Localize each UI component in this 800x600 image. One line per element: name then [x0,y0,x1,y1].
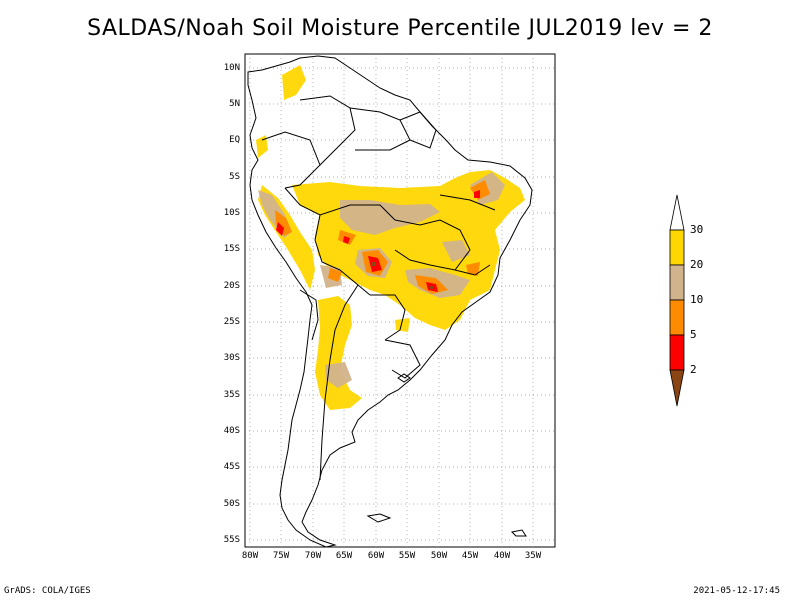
lon-label-70w: 70W [304,551,322,561]
lat-label-55s: 55S [223,535,240,545]
lat-label-50s: 50S [223,499,240,509]
lon-label-80w: 80W [241,551,259,561]
lon-label-60w: 60W [367,551,385,561]
lon-label-40w: 40W [493,551,511,561]
map-title: SALDAS/Noah Soil Moisture Percentile JUL… [87,16,713,41]
legend-label-20: 20 [690,258,704,271]
legend-label-10: 10 [690,293,704,306]
lon-label-65w: 65W [335,551,353,561]
lat-label-45s: 45S [223,462,240,472]
lon-label-55w: 55W [398,551,416,561]
lat-label-15s: 15S [223,244,240,254]
lat-label-25s: 25S [223,317,240,327]
legend-label-5: 5 [690,328,697,341]
lon-label-35w: 35W [524,551,542,561]
lat-label-40s: 40S [223,426,240,436]
footer-timestamp: 2021-05-12-17:45 [693,586,780,596]
lat-label-35s: 35S [223,390,240,400]
lon-label-45w: 45W [461,551,479,561]
lon-label-50w: 50W [430,551,448,561]
lon-label-75w: 75W [272,551,290,561]
footer-credit: GrADS: COLA/IGES [4,586,91,596]
lat-label-eq: EQ [229,135,240,145]
lat-label-5s: 5S [229,172,240,182]
lat-label-30s: 30S [223,353,240,363]
legend-colorbar [669,194,685,407]
moisture-shading [256,65,525,410]
lat-label-10n: 10N [223,63,240,73]
legend-label-2: 2 [690,363,697,376]
lat-label-10s: 10S [223,208,240,218]
coastlines-and-borders [247,55,533,548]
legend-label-30: 30 [690,223,704,236]
lat-label-5n: 5N [229,99,240,109]
lat-label-20s: 20S [223,281,240,291]
